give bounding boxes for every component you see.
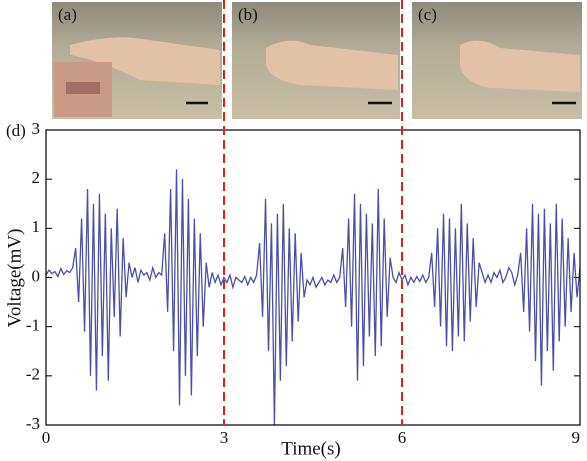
y-tick-label: 0 xyxy=(32,266,41,285)
photo-c xyxy=(412,2,582,119)
y-tick-label: -3 xyxy=(26,414,40,433)
x-tick-label: 0 xyxy=(42,428,51,447)
plot-frame xyxy=(45,129,581,426)
x-tick-label: 6 xyxy=(398,428,407,447)
panel-label: (d) xyxy=(6,121,26,140)
y-axis-label: Voltage(mV) xyxy=(4,229,25,328)
y-tick-label: 3 xyxy=(32,119,41,138)
photo-label: (b) xyxy=(238,5,258,24)
x-axis-label: Time(s) xyxy=(281,438,340,459)
photo-a xyxy=(52,2,222,119)
y-tick-label: -2 xyxy=(26,365,40,384)
y-tick-label: -1 xyxy=(26,316,40,335)
photo-label: (c) xyxy=(418,5,437,24)
y-tick-label: 2 xyxy=(32,168,41,187)
photo-b xyxy=(232,2,400,119)
x-tick-label: 3 xyxy=(220,428,229,447)
photo-label: (a) xyxy=(58,5,77,24)
x-tick-label: 9 xyxy=(572,428,581,447)
signal-line xyxy=(45,169,581,426)
y-tick-label: 1 xyxy=(32,217,41,236)
